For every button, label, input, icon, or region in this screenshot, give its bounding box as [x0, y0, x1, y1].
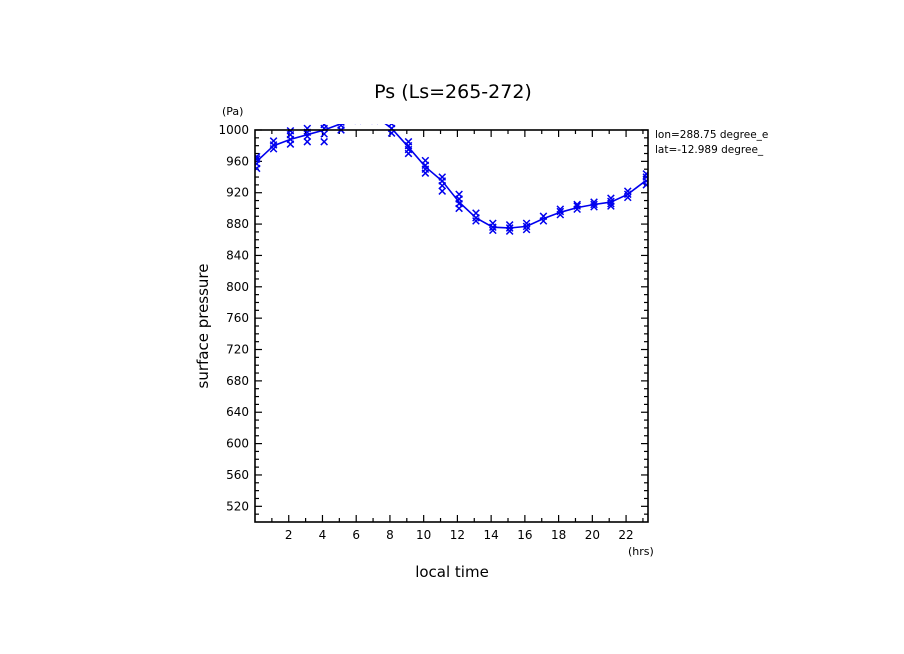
lat-annotation: lat=-12.989 degree_ [655, 144, 764, 156]
data-point-marker [355, 108, 362, 115]
data-point-marker [255, 155, 261, 163]
series-group [255, 108, 648, 235]
data-point-marker [522, 222, 531, 231]
series-line [256, 124, 647, 229]
data-point-marker [642, 173, 648, 181]
x-tick-label: 16 [517, 528, 532, 542]
data-point-marker [320, 130, 328, 138]
data-point-marker [623, 193, 632, 202]
x-tick-label: 18 [551, 528, 566, 542]
y-tick-label: 720 [226, 343, 249, 357]
data-point-marker [505, 224, 514, 232]
data-point-marker [355, 114, 362, 121]
data-point-marker [371, 108, 378, 115]
data-point-marker [320, 124, 328, 129]
data-point-marker [337, 124, 345, 130]
x-tick-label: 22 [618, 528, 633, 542]
data-point-marker [387, 124, 396, 128]
y-unit-label: (Pa) [222, 105, 243, 118]
data-point-marker [573, 202, 581, 210]
x-tick-label: 8 [386, 528, 394, 542]
data-point-marker [255, 152, 261, 161]
data-point-marker [505, 221, 514, 229]
data-point-marker [320, 137, 328, 146]
plot-frame [254, 129, 649, 523]
data-point-marker [421, 156, 430, 165]
data-point-marker [338, 116, 345, 123]
data-point-marker [488, 219, 497, 228]
data-point-marker [355, 111, 362, 118]
data-point-marker [505, 227, 514, 235]
data-point-marker [269, 137, 278, 145]
data-point-marker [455, 190, 463, 199]
data-point-marker [623, 190, 632, 199]
y-tick-label: 1000 [218, 123, 249, 137]
y-tick-label: 840 [226, 248, 249, 262]
x-tick-label: 2 [285, 528, 293, 542]
axis-ticks: 2 4 6 8 10 12 14 16 18 20 22 1000 960 920 880 840 800 760… [218, 123, 648, 542]
data-point-marker [607, 199, 615, 208]
data-point-marker [607, 197, 615, 206]
y-tick-label: 760 [226, 311, 249, 325]
data-point-marker [371, 111, 378, 118]
y-tick-label: 920 [226, 186, 249, 200]
data-point-marker [539, 212, 548, 221]
data-point-marker [590, 198, 598, 206]
data-point-marker [354, 124, 362, 125]
data-point-marker [438, 173, 447, 181]
data-point-marker [488, 226, 497, 235]
x-tick-label: 14 [483, 528, 498, 542]
data-point-marker [371, 114, 378, 121]
data-point-marker [472, 217, 480, 225]
chart-title: Ps (Ls=265-272) [374, 81, 532, 103]
data-point-marker [438, 187, 447, 195]
y-tick-label: 960 [226, 154, 249, 168]
x-tick-label: 20 [585, 528, 600, 542]
x-tick-label: 10 [416, 528, 431, 542]
data-point-marker [371, 124, 378, 125]
y-tick-label: 800 [226, 280, 249, 294]
data-point-marker [607, 194, 615, 203]
plot-series [255, 108, 648, 235]
data-point-marker [472, 209, 480, 217]
y-tick-label: 520 [226, 499, 249, 513]
data-point-marker [404, 137, 413, 146]
data-point-marker [303, 137, 312, 146]
x-axis-title: local time [415, 563, 489, 581]
data-point-marker [337, 124, 345, 126]
y-tick-label: 560 [226, 468, 249, 482]
x-tick-label: 6 [352, 528, 360, 542]
lon-annotation: lon=288.75 degree_e [655, 129, 768, 141]
y-tick-label: 880 [226, 217, 249, 231]
data-point-marker [573, 200, 581, 209]
y-tick-label: 680 [226, 374, 249, 388]
data-point-marker [590, 200, 598, 209]
data-point-marker [642, 170, 648, 178]
data-point-marker [623, 187, 632, 195]
y-tick-label: 600 [226, 437, 249, 451]
x-tick-label: 12 [450, 528, 465, 542]
x-tick-label: 4 [319, 528, 327, 542]
y-axis-title: surface pressure [194, 264, 212, 389]
data-point-marker [556, 207, 565, 216]
data-point-marker [556, 205, 565, 214]
y-tick-label: 640 [226, 405, 249, 419]
data-point-marker [522, 225, 531, 234]
data-point-marker [556, 210, 565, 219]
data-point-marker [522, 219, 531, 228]
x-unit-label: (hrs) [628, 545, 654, 558]
